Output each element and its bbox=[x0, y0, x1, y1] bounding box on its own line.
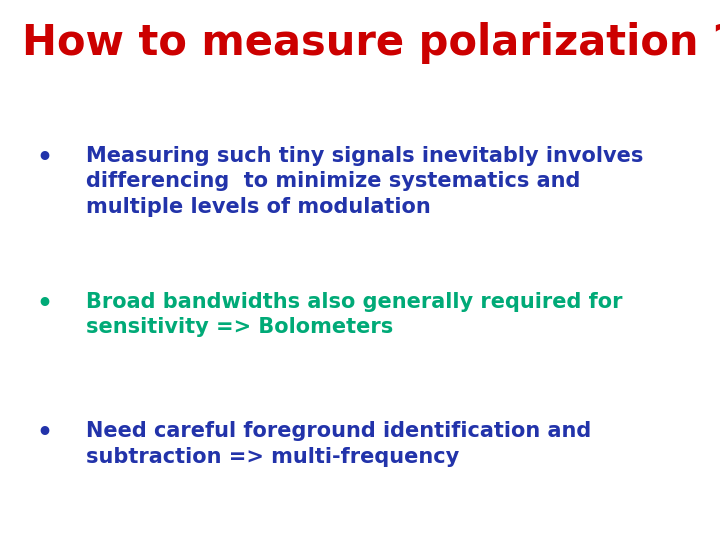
Text: •: • bbox=[36, 146, 52, 170]
Text: •: • bbox=[36, 292, 52, 315]
Text: Measuring such tiny signals inevitably involves
differencing  to minimize system: Measuring such tiny signals inevitably i… bbox=[86, 146, 644, 217]
Text: •: • bbox=[36, 421, 52, 445]
Text: Broad bandwidths also generally required for
sensitivity => Bolometers: Broad bandwidths also generally required… bbox=[86, 292, 623, 337]
Text: How to measure polarization ?: How to measure polarization ? bbox=[22, 22, 720, 64]
Text: Need careful foreground identification and
subtraction => multi-frequency: Need careful foreground identification a… bbox=[86, 421, 592, 467]
